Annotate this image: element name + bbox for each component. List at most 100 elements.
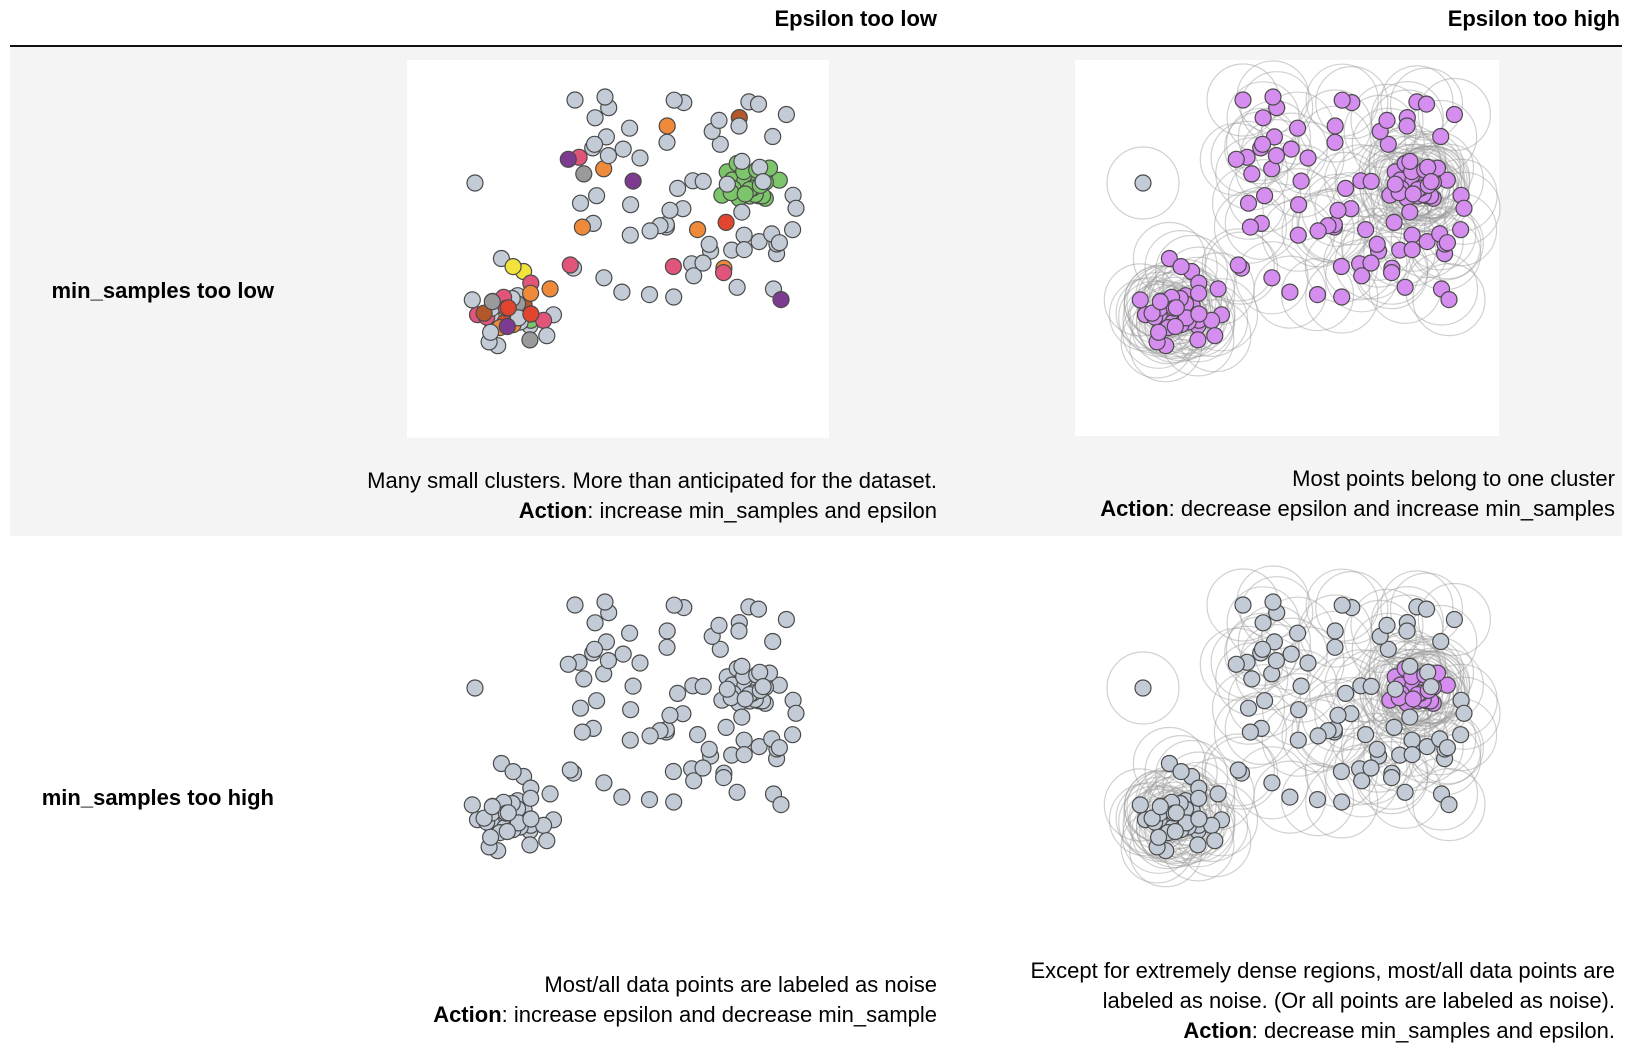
data-point bbox=[1254, 109, 1272, 127]
data-point bbox=[1403, 241, 1421, 259]
data-point bbox=[1403, 226, 1421, 244]
data-point bbox=[1353, 267, 1371, 285]
epsilon-neighborhood-ring bbox=[1106, 651, 1180, 725]
data-point bbox=[1440, 291, 1458, 309]
data-point bbox=[665, 288, 683, 306]
data-point bbox=[1396, 783, 1414, 801]
data-point bbox=[1378, 111, 1396, 130]
action-label: Action bbox=[518, 498, 588, 523]
epsilon-neighborhood-ring bbox=[1253, 760, 1327, 834]
data-point bbox=[1362, 759, 1380, 777]
data-point bbox=[754, 677, 772, 696]
data-point bbox=[733, 152, 751, 171]
caption-eps-high-min-high: Except for extremely dense regions, most… bbox=[1030, 956, 1615, 1046]
epsilon-neighborhood-ring bbox=[1305, 63, 1379, 137]
data-point bbox=[777, 105, 795, 124]
data-point bbox=[1404, 690, 1422, 708]
epsilon-neighborhood-ring bbox=[1280, 763, 1355, 837]
data-point bbox=[1264, 88, 1282, 106]
data-point bbox=[1264, 593, 1282, 611]
data-point bbox=[504, 763, 522, 781]
data-point bbox=[1403, 746, 1421, 764]
epsilon-neighborhood-ring bbox=[1380, 153, 1454, 227]
header-epsilon-too-low: Epsilon too low bbox=[774, 6, 937, 31]
caption-action-line: Action: decrease epsilon and increase mi… bbox=[1100, 494, 1615, 524]
data-point bbox=[735, 226, 753, 244]
data-point bbox=[1267, 146, 1285, 165]
data-point bbox=[463, 291, 481, 309]
epsilon-neighborhood-ring bbox=[1228, 664, 1302, 738]
data-point bbox=[522, 305, 540, 323]
data-point bbox=[665, 793, 683, 811]
epsilon-neighborhood-ring bbox=[1390, 710, 1464, 784]
scatter-plot-dense-only bbox=[1103, 565, 1501, 888]
data-point bbox=[1263, 774, 1281, 792]
data-point bbox=[1234, 596, 1252, 614]
data-point bbox=[573, 723, 591, 741]
data-point bbox=[1333, 596, 1351, 614]
epsilon-neighborhood-ring bbox=[1224, 691, 1298, 765]
data-point bbox=[538, 832, 556, 850]
caption-eps-high-min-low: Most points belong to one cluster Action… bbox=[1100, 464, 1615, 524]
data-point bbox=[685, 267, 703, 285]
data-point bbox=[1299, 654, 1317, 672]
data-point bbox=[728, 278, 746, 296]
epsilon-neighborhood-ring bbox=[1204, 231, 1279, 305]
data-point bbox=[777, 610, 795, 629]
data-point bbox=[1308, 286, 1327, 304]
data-point bbox=[1241, 218, 1259, 236]
data-point bbox=[1289, 731, 1307, 749]
data-point bbox=[1253, 640, 1272, 658]
action-text: : decrease min_samples and epsilon. bbox=[1251, 1018, 1615, 1043]
epsilon-neighborhood-ring bbox=[1350, 83, 1424, 158]
epsilon-neighborhood-ring bbox=[1201, 228, 1275, 302]
data-point bbox=[483, 798, 501, 816]
data-point bbox=[1134, 174, 1152, 192]
data-point bbox=[640, 286, 659, 304]
data-point bbox=[559, 655, 577, 673]
data-point bbox=[1131, 291, 1149, 309]
data-point bbox=[717, 213, 735, 231]
data-point bbox=[566, 91, 584, 109]
data-point bbox=[750, 233, 768, 251]
data-point bbox=[622, 196, 640, 214]
epsilon-neighborhood-ring bbox=[1225, 107, 1300, 181]
data-point bbox=[599, 651, 617, 670]
data-point bbox=[717, 718, 735, 736]
epsilon-neighborhood-ring bbox=[1264, 649, 1338, 723]
data-point bbox=[689, 221, 707, 239]
data-point bbox=[621, 624, 639, 642]
data-point bbox=[1329, 706, 1347, 724]
epsilon-neighborhood-ring bbox=[1224, 186, 1298, 260]
data-point bbox=[1172, 258, 1190, 276]
caption-text: Most points belong to one cluster bbox=[1292, 466, 1615, 491]
data-point bbox=[466, 174, 484, 192]
epsilon-neighborhood-ring bbox=[1314, 677, 1388, 751]
data-point bbox=[521, 836, 539, 854]
caption-text: Many small clusters. More than anticipat… bbox=[367, 468, 937, 493]
data-point bbox=[1189, 284, 1208, 302]
action-label: Action bbox=[1183, 1018, 1252, 1043]
data-point bbox=[694, 254, 712, 272]
epsilon-neighborhood-ring bbox=[1380, 658, 1454, 732]
epsilon-neighborhood-ring bbox=[1264, 144, 1338, 218]
data-point bbox=[1241, 723, 1259, 741]
data-point bbox=[1445, 105, 1463, 124]
epsilon-neighborhood-ring bbox=[1204, 736, 1279, 810]
data-point bbox=[1289, 119, 1307, 137]
epsilon-neighborhood-ring bbox=[1305, 568, 1379, 642]
header-rule bbox=[10, 45, 1622, 47]
data-point bbox=[715, 264, 733, 282]
data-point bbox=[711, 640, 729, 658]
data-point bbox=[1422, 677, 1440, 696]
data-point bbox=[736, 690, 754, 708]
data-point bbox=[499, 299, 517, 317]
data-point bbox=[1134, 679, 1152, 697]
data-point bbox=[521, 789, 540, 807]
data-point bbox=[1239, 699, 1258, 717]
data-point bbox=[1385, 718, 1403, 736]
data-point bbox=[1172, 763, 1190, 781]
epsilon-neighborhood-ring bbox=[1228, 159, 1302, 233]
data-point bbox=[1292, 172, 1310, 190]
data-point bbox=[1227, 150, 1245, 168]
